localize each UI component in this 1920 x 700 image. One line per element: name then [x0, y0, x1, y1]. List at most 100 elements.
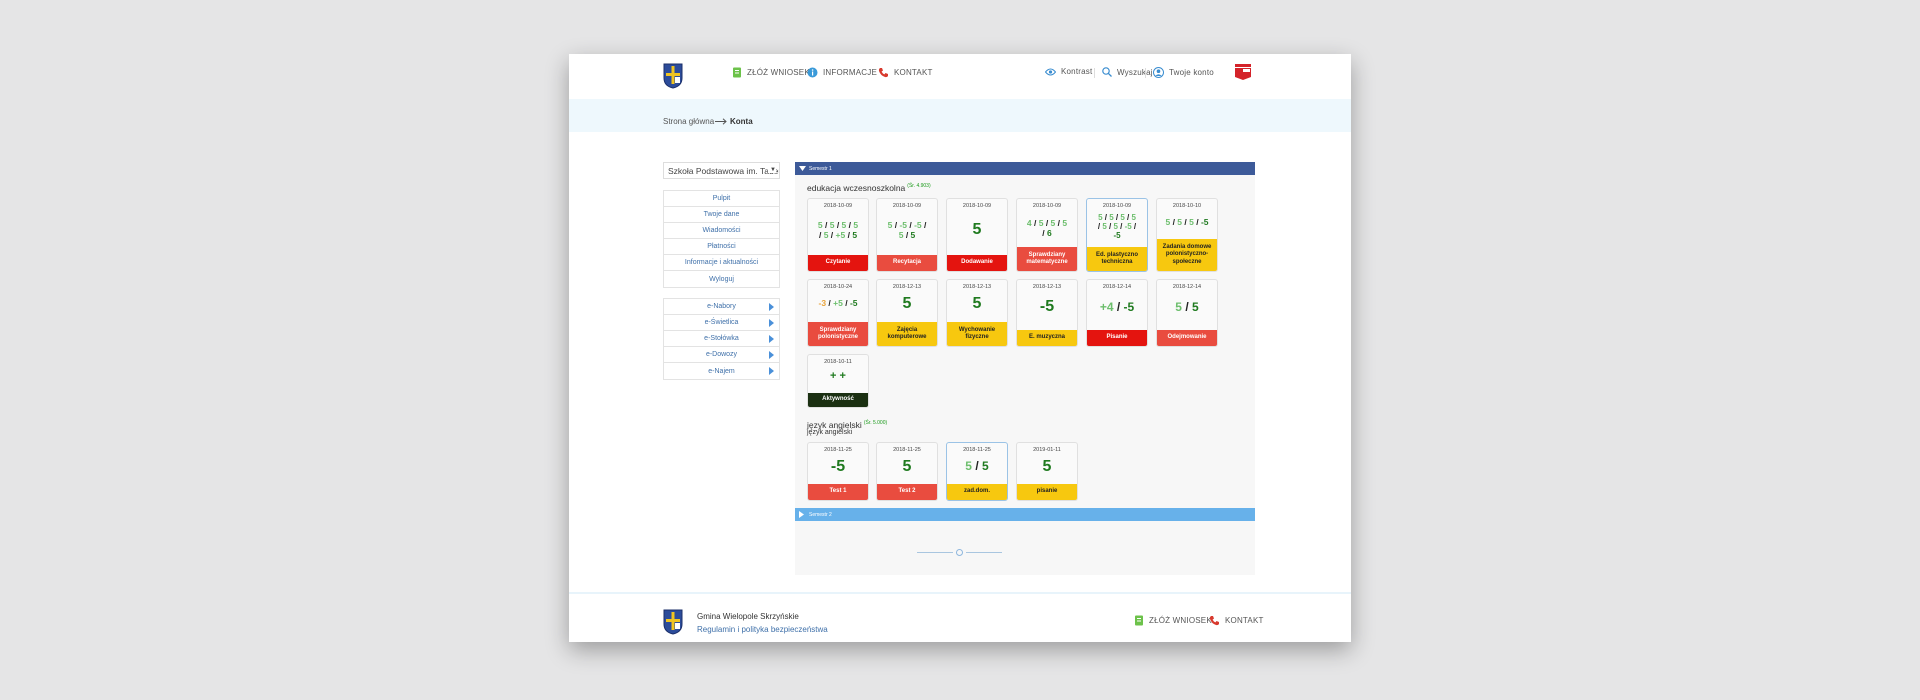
- grade-mark: /: [921, 220, 927, 230]
- grade-mark: 5: [1120, 213, 1125, 222]
- nav-informacje[interactable]: INFORMACJE: [807, 67, 877, 78]
- grade-card[interactable]: 2018-12-13 -5 E. muzyczna: [1016, 279, 1078, 347]
- grade-date: 2018-11-25: [824, 447, 852, 453]
- chevron-right-icon: [769, 303, 774, 311]
- caret-down-icon: [799, 166, 806, 171]
- grade-mark: /: [971, 459, 982, 473]
- menu-item-wiadomosci[interactable]: Wiadomości: [664, 223, 779, 239]
- crest-logo[interactable]: [663, 63, 683, 89]
- grade-card[interactable]: 2018-11-25 -5 Test 1: [807, 442, 869, 501]
- chevron-right-icon: [769, 351, 774, 359]
- menu-item-pulpit[interactable]: Pulpit: [664, 191, 779, 207]
- grade-mark: + +: [830, 370, 846, 382]
- grade-card[interactable]: 2018-12-14 5 / 5 Odejmowanie: [1156, 279, 1218, 347]
- grade-mark: -5: [1123, 300, 1135, 314]
- menu-item-informacje[interactable]: Informacje i aktualności: [664, 255, 779, 271]
- grade-card[interactable]: 2018-10-09 4 / 5 / 5 / 5/ 6 Sprawdziany …: [1016, 198, 1078, 272]
- grade-category: zad.dom.: [947, 484, 1007, 500]
- grade-card[interactable]: 2018-12-13 5 Wychowanie fizyczne: [946, 279, 1008, 347]
- grade-mark: /: [907, 220, 915, 230]
- grade-mark: /: [1117, 222, 1125, 232]
- service-e-swietlica[interactable]: e-Świetlica: [664, 315, 779, 331]
- caret-down-icon: ▼: [768, 167, 776, 173]
- chevron-right-icon: [769, 335, 774, 343]
- grade-date: 2018-10-24: [823, 284, 853, 290]
- grade-mark: 5: [841, 220, 847, 230]
- chevron-right-icon: [769, 319, 774, 327]
- service-e-nabory[interactable]: e-Nabory: [664, 299, 779, 315]
- grade-card[interactable]: 2018-10-24 -3 / +5 / -5 Sprawdziany polo…: [807, 279, 869, 347]
- grade-mark: -5: [1200, 217, 1209, 227]
- service-label: e-Dowozy: [705, 351, 738, 358]
- grade-category: Test 2: [877, 484, 937, 500]
- grade-mark: -5: [849, 298, 858, 308]
- grade-mark: -5: [899, 220, 907, 230]
- grade-mark: 5: [1062, 218, 1068, 228]
- grade-mark: 5: [902, 458, 912, 475]
- grade-mark: 5: [1113, 222, 1118, 232]
- service-e-najem[interactable]: e-Najem: [664, 363, 779, 379]
- grade-card[interactable]: 2018-10-11 + + Aktywność: [807, 354, 869, 408]
- service-label: e-Nabory: [707, 303, 736, 310]
- grade-mark: /: [1113, 300, 1124, 314]
- grade-card[interactable]: 2018-12-14 +4 / -5 Pisanie: [1086, 279, 1148, 347]
- grade-date: 2018-12-13: [1032, 284, 1062, 290]
- grade-card[interactable]: 2018-12-13 5 Zajęcia komputerowe: [876, 279, 938, 347]
- grade-mark: /: [1102, 213, 1110, 222]
- grade-values: 5 / 5 / 5 / 5/ 5 / +5 / 5: [811, 220, 865, 241]
- semester-2-label: Semestr 2: [809, 511, 832, 518]
- tool-wyszukaj[interactable]: Wyszukaj: [1102, 67, 1153, 77]
- divider-line: [966, 552, 1002, 553]
- grade-card[interactable]: 2018-11-25 5 Test 2: [876, 442, 938, 501]
- grade-mark: /: [846, 220, 854, 230]
- phone-icon: [878, 68, 888, 78]
- semester-2-header[interactable]: Semestr 2: [795, 508, 1255, 521]
- grade-values: 5 / 5 / 5 / -5: [1160, 217, 1214, 228]
- nav-kontakt[interactable]: KONTAKT: [878, 67, 933, 78]
- grade-mark: +5: [833, 298, 843, 308]
- menu-item-wyloguj[interactable]: Wyloguj: [709, 275, 734, 283]
- grade-card[interactable]: 2018-10-09 5 / -5 / -5 /5 / 5 Recytacja: [876, 198, 938, 272]
- grade-values: 5: [950, 221, 1004, 239]
- grade-card[interactable]: 2019-01-11 5 pisanie: [1016, 442, 1078, 501]
- grade-mark: 5: [972, 295, 982, 312]
- grade-mark: +5: [835, 229, 846, 240]
- grade-values: +4 / -5: [1090, 300, 1144, 315]
- menu-item-twoje-dane[interactable]: Twoje dane: [664, 207, 779, 223]
- grade-card[interactable]: 2018-10-09 5 Dodawanie: [946, 198, 1008, 272]
- grade-mark: /: [892, 220, 900, 230]
- grade-card[interactable]: 2018-10-09 5 / 5 / 5 / 5/ 5 / 5 / -5 /-5…: [1086, 198, 1148, 272]
- grade-mark: 5: [1165, 217, 1171, 227]
- service-e-stolowka[interactable]: e-Stołówka: [664, 331, 779, 347]
- info-icon: [807, 67, 818, 78]
- grade-mark: 5: [1189, 217, 1194, 227]
- grade-values: 5 / -5 / -5 /5 / 5: [880, 220, 934, 241]
- bip-icon[interactable]: [1234, 63, 1252, 81]
- grade-date: 2018-10-11: [824, 359, 852, 365]
- tool-kontrast[interactable]: Kontrast: [1045, 67, 1092, 76]
- grade-mark: /: [845, 229, 853, 240]
- grade-mark: 5: [852, 229, 858, 240]
- menu-item-platnosci[interactable]: Płatności: [664, 239, 779, 255]
- grade-card[interactable]: 2018-11-25 5 / 5 zad.dom.: [946, 442, 1008, 501]
- grade-mark: 5: [1038, 218, 1044, 228]
- grade-card[interactable]: 2018-10-10 5 / 5 / 5 / -5 Zadania domowe…: [1156, 198, 1218, 272]
- school-select[interactable]: Szkoła Podstawowa im. Tadeusza Kościuszk…: [663, 162, 780, 179]
- subject-name: język angielski: [807, 420, 862, 430]
- grade-mark: /: [1055, 218, 1063, 228]
- grade-card[interactable]: 2018-10-09 5 / 5 / 5 / 5/ 5 / +5 / 5 Czy…: [807, 198, 869, 272]
- nav-zloz-wniosek[interactable]: ZŁÓŻ WNIOSEK: [732, 67, 810, 78]
- service-e-dowozy[interactable]: e-Dowozy: [664, 347, 779, 363]
- grade-mark: /: [1124, 213, 1132, 222]
- grade-date: 2018-10-09: [892, 203, 922, 209]
- breadcrumb-home[interactable]: Strona główna: [663, 117, 715, 126]
- grade-mark: -5: [1039, 298, 1055, 315]
- grade-mark: 5: [898, 229, 904, 240]
- semester-1-header[interactable]: Semestr 1: [795, 162, 1255, 175]
- grade-date: 2018-12-14: [1102, 284, 1132, 290]
- footer-policy-link[interactable]: Regulamin i polityka bezpieczeństwa: [697, 625, 828, 634]
- tool-twoje-konto[interactable]: Twoje konto: [1153, 67, 1214, 78]
- footer-org: Gmina Wielopole Skrzyńskie: [697, 612, 799, 621]
- footer-zloz-wniosek[interactable]: ZŁÓŻ WNIOSEK: [1134, 615, 1212, 626]
- footer-kontakt[interactable]: KONTAKT: [1209, 615, 1264, 626]
